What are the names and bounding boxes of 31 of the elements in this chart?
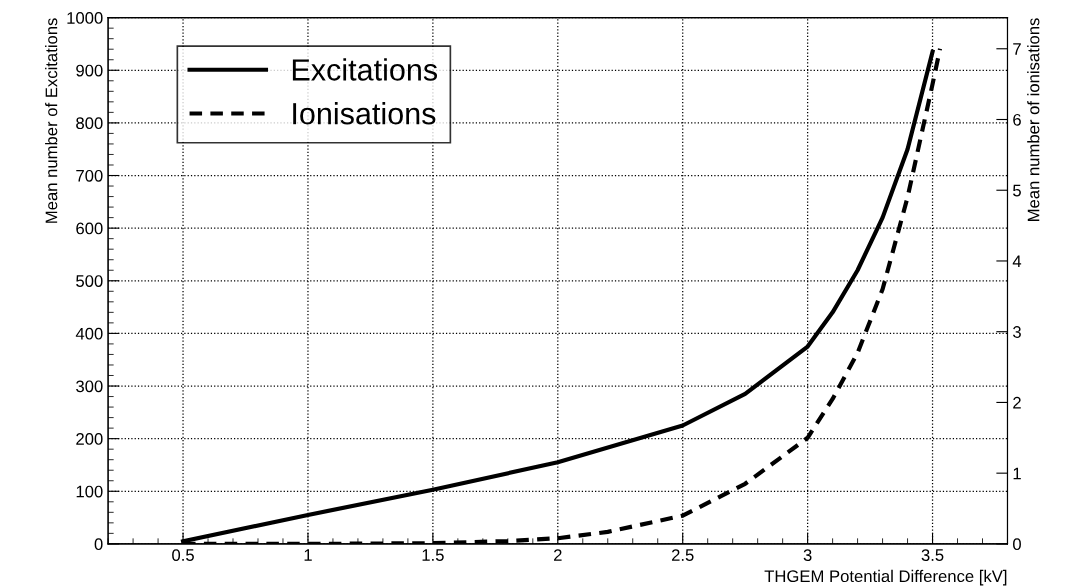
y2-tick-label: 3 xyxy=(1012,326,1021,338)
legend-label: Ionisations xyxy=(293,102,436,125)
y-tick-label: 300 xyxy=(76,380,103,393)
y2-tick-label: 4 xyxy=(1012,255,1022,267)
y-tick-label: 0 xyxy=(94,538,103,551)
y-tick-label: 100 xyxy=(76,485,103,498)
x-axis-title: THGEM Potential Difference [kV] xyxy=(764,569,1007,586)
x-tick-label: 2 xyxy=(554,549,562,561)
y-tick-label: 700 xyxy=(76,169,103,182)
y-tick-label: 800 xyxy=(76,117,103,130)
legend-label: Excitations xyxy=(292,58,438,81)
y-tick-label: 900 xyxy=(76,64,103,77)
y-axis-title: Mean number of Excitations xyxy=(45,18,58,223)
y-tick-label: 600 xyxy=(76,222,103,235)
y2-axis-title: Mean number of ionisations xyxy=(1027,18,1040,221)
x-tick-label: 0.5 xyxy=(172,549,194,561)
y-tick-label: 200 xyxy=(76,433,103,445)
y2-tick-label: 7 xyxy=(1013,43,1021,55)
x-tick-label: 1.5 xyxy=(422,549,444,561)
y-tick-label: 500 xyxy=(76,275,103,287)
y-tick-label: 400 xyxy=(75,327,103,340)
y2-tick-label: 5 xyxy=(1013,184,1021,197)
y2-tick-label: 6 xyxy=(1013,113,1021,126)
y2-tick-label: 0 xyxy=(1013,538,1021,551)
y2-tick-label: 2 xyxy=(1013,396,1021,409)
x-tick-label: 2.5 xyxy=(671,549,694,561)
x-tick-label: 3 xyxy=(803,549,812,561)
y2-tick-label: 1 xyxy=(1013,467,1021,480)
x-tick-label: 3.5 xyxy=(921,549,944,561)
x-tick-label: 1 xyxy=(304,549,312,561)
y-tick-label: 1000 xyxy=(67,12,103,24)
